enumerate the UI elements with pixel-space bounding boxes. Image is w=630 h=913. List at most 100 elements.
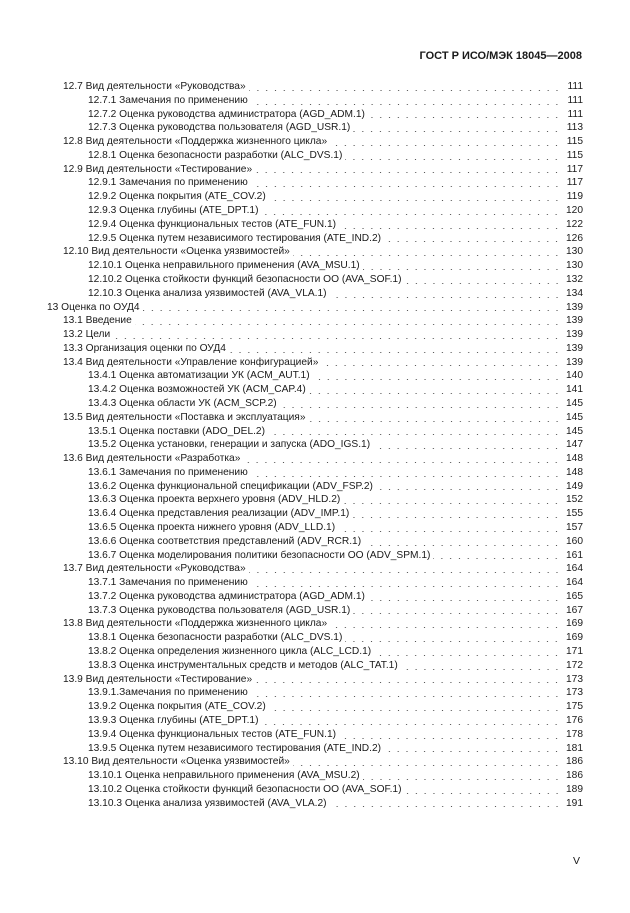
toc-entry-title: 13.6.3 Оценка проекта верхнего уровня (A…	[88, 494, 341, 506]
toc-entry: 13.5.2 Оценка установки, генерации и зап…	[47, 438, 583, 452]
toc-entry-title: 13.4.1 Оценка автоматизации УК (ACM_AUT.…	[88, 370, 310, 382]
toc-entry-page: 126	[566, 232, 583, 244]
toc-entry-page: 161	[566, 549, 583, 561]
toc-entry: 13.10.3 Оценка анализа уязвимостей (AVA_…	[47, 797, 583, 811]
toc-entry: 12.10.1 Оценка неправильного применения …	[47, 259, 583, 273]
toc-entry-title: 13.6.1 Замечания по применению	[88, 466, 248, 478]
toc-entry-title: 13.6 Вид деятельности «Разработка»	[63, 453, 241, 465]
toc-entry-title: 12.10.3 Оценка анализа уязвимостей (AVA_…	[88, 287, 327, 299]
dot-leader	[261, 213, 561, 215]
toc-entry-page: 115	[566, 136, 583, 148]
dot-leader	[243, 461, 561, 463]
toc-entry: 12.8 Вид деятельности «Поддержка жизненн…	[47, 135, 583, 149]
dot-leader	[255, 682, 561, 684]
toc-entry: 13.3 Организация оценки по ОУД4 139	[47, 342, 583, 356]
toc-entry-title: 13.10 Вид деятельности «Оценка уязвимост…	[63, 756, 290, 768]
toc-entry-page: 176	[566, 714, 583, 726]
toc-entry-title: 13.4.2 Оценка возможностей УК (ACM_CAP.4…	[88, 384, 306, 396]
toc-entry-page: 155	[566, 508, 583, 520]
toc-entry-page: 186	[566, 756, 583, 768]
toc-entry: 13.5 Вид деятельности «Поставка и эксплу…	[47, 411, 583, 425]
dot-leader	[250, 585, 561, 587]
toc-entry-title: 13.9.4 Оценка функциональных тестов (ATE…	[88, 728, 337, 740]
toc-entry-title: 13.9.2 Оценка покрытия (ATE_COV.2)	[88, 701, 266, 713]
toc-entry: 13.6 Вид деятельности «Разработка» 148	[47, 452, 583, 466]
toc-entry-page: 117	[566, 163, 583, 175]
toc-entry: 13.9.3 Оценка глубины (ATE_DPT.1) 176	[47, 714, 583, 728]
toc-entry-page: 191	[566, 797, 583, 809]
toc-entry-title: 12.10 Вид деятельности «Оценка уязвимост…	[63, 246, 290, 258]
dot-leader	[248, 572, 561, 574]
toc-entry-title: 13.6.6 Оценка соответствия представлений…	[88, 535, 362, 547]
toc-entry: 13.4.2 Оценка возможностей УК (ACM_CAP.4…	[47, 383, 583, 397]
toc-entry: 13.6.7 Оценка моделирования политики без…	[47, 549, 583, 563]
toc-entry: 13.6.1 Замечания по применению 148	[47, 466, 583, 480]
dot-leader	[228, 351, 561, 353]
toc-entry: 12.7.1 Замечания по применению 111	[47, 94, 583, 108]
toc-entry-title: 13.9 Вид деятельности «Тестирование»	[63, 673, 253, 685]
toc-entry-title: 13.6.4 Оценка представления реализации (…	[88, 508, 350, 520]
toc-entry: 13.8.2 Оценка определения жизненного цик…	[47, 645, 583, 659]
toc-entry-page: 148	[566, 466, 583, 478]
toc-entry-title: 13.6.2 Оценка функциональной спецификаци…	[88, 480, 373, 492]
toc-entry-title: 12.9.5 Оценка путем независимого тестиро…	[88, 232, 382, 244]
toc-entry-title: 13.4 Вид деятельности «Управление конфиг…	[63, 356, 319, 368]
toc-entry-title: 13.5.1 Оценка поставки (ADO_DEL.2)	[88, 425, 265, 437]
toc-entry-title: 13.5 Вид деятельности «Поставка и эксплу…	[63, 411, 306, 423]
toc-entry-page: 111	[567, 94, 583, 106]
toc-entry-page: 140	[566, 370, 583, 382]
toc-entry-title: 13.5.2 Оценка установки, генерации и зап…	[88, 439, 371, 451]
dot-leader	[250, 475, 561, 477]
toc-entry: 13.6.5 Оценка проекта нижнего уровня (AD…	[47, 521, 583, 535]
toc-entry: 12.9.4 Оценка функциональных тестов (ATE…	[47, 218, 583, 232]
toc-entry: 13.4 Вид деятельности «Управление конфиг…	[47, 356, 583, 370]
toc-entry-page: 139	[566, 301, 583, 313]
dot-leader	[345, 641, 561, 643]
dot-leader	[404, 282, 561, 284]
toc-entry-page: 145	[566, 425, 583, 437]
toc-entry-page: 181	[566, 742, 583, 754]
toc-entry: 13.8.3 Оценка инструментальных средств и…	[47, 659, 583, 673]
toc-entry: 13.6.6 Оценка соответствия представлений…	[47, 535, 583, 549]
toc-entry-title: 13.9.1.Замечания по применению	[88, 687, 248, 699]
dot-leader	[362, 778, 561, 780]
toc-entry-title: 12.8.1 Оценка безопасности разработки (A…	[88, 149, 343, 161]
dot-leader	[345, 158, 561, 160]
toc-entry: 13.7.3 Оценка руководства пользователя (…	[47, 604, 583, 618]
dot-leader	[353, 613, 561, 615]
toc-entry: 12.7.3 Оценка руководства пользователя (…	[47, 121, 583, 135]
toc-entry: 13.5.1 Оценка поставки (ADO_DEL.2) 145	[47, 425, 583, 439]
dot-leader	[292, 255, 561, 257]
toc-entry-page: 165	[566, 590, 583, 602]
dot-leader	[374, 654, 561, 656]
dot-leader	[367, 117, 561, 119]
toc-entry: 13.8.1 Оценка безопасности разработки (A…	[47, 631, 583, 645]
toc-entry: 13.9.4 Оценка функциональных тестов (ATE…	[47, 728, 583, 742]
dot-leader	[353, 131, 561, 133]
toc-entry-title: 12.7 Вид деятельности «Руководства»	[63, 81, 246, 92]
dot-leader	[404, 792, 561, 794]
dot-leader	[384, 751, 561, 753]
dot-leader	[338, 530, 561, 532]
toc-entry-page: 178	[566, 728, 583, 740]
toc-entry-page: 139	[566, 329, 583, 341]
toc-entry: 13.9 Вид деятельности «Тестирование» 173	[47, 673, 583, 687]
toc-entry-page: 172	[566, 659, 583, 671]
toc-entry-page: 164	[566, 577, 583, 589]
toc-entry: 13.10.2 Оценка стойкости функций безопас…	[47, 783, 583, 797]
dot-leader	[248, 89, 561, 91]
dot-leader	[134, 324, 561, 326]
dot-leader	[362, 268, 561, 270]
toc-entry-title: 13.10.1 Оценка неправильного применения …	[88, 770, 360, 782]
toc-entry-page: 134	[566, 287, 583, 299]
toc-entry: 12.9.3 Оценка глубины (ATE_DPT.1) 120	[47, 204, 583, 218]
toc-entry: 12.9.2 Оценка покрытия (ATE_COV.2) 119	[47, 190, 583, 204]
dot-leader	[330, 144, 561, 146]
toc-entry: 12.8.1 Оценка безопасности разработки (A…	[47, 149, 583, 163]
toc-entry: 13.4.3 Оценка области УК (ACM_SCP.2) 145	[47, 397, 583, 411]
dot-leader	[330, 627, 561, 629]
toc-entry-title: 13.6.7 Оценка моделирования политики без…	[88, 549, 431, 561]
toc-entry-page: 173	[566, 673, 583, 685]
toc-entry-page: 147	[566, 439, 583, 451]
toc-entry: 13.6.4 Оценка представления реализации (…	[47, 507, 583, 521]
